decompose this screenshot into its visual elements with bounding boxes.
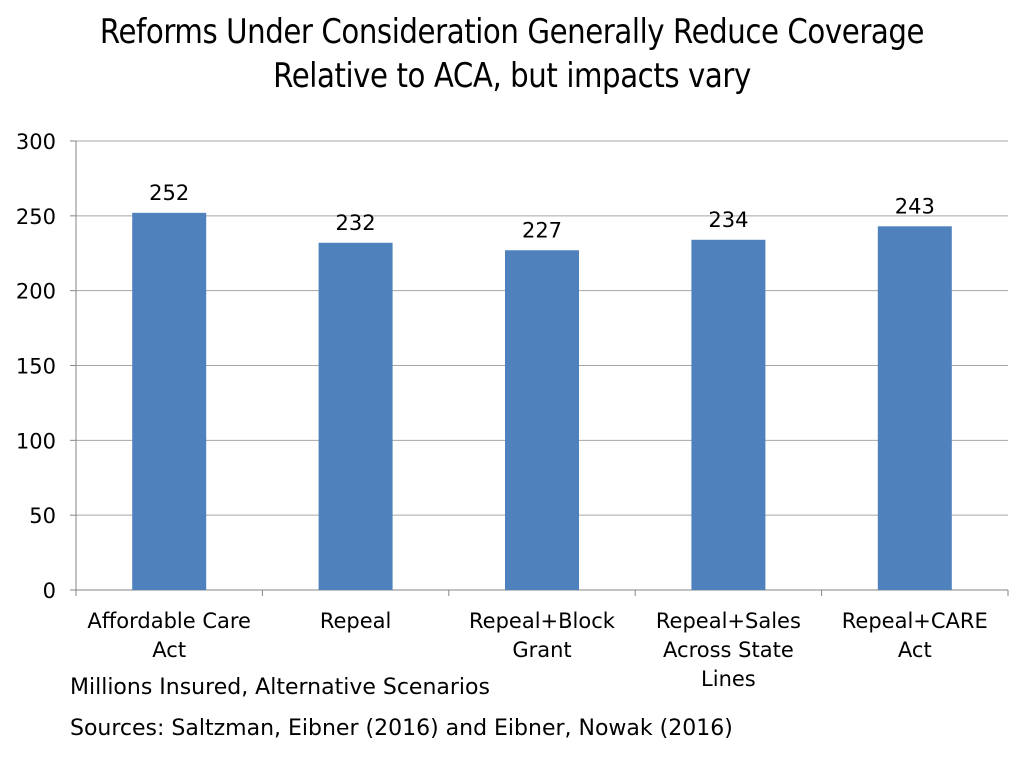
x-category-label: Repeal+CARE [842,609,988,633]
x-category-label: Repeal [320,609,392,633]
chart-title-line-2: Relative to ACA, but impacts vary [273,56,751,96]
data-label: 243 [895,194,935,218]
data-label: 227 [522,218,562,242]
bar [318,242,393,591]
y-tick-label: 150 [16,355,56,379]
y-tick-label: 100 [16,429,56,453]
x-category-label: Affordable Care [87,609,251,633]
data-label: 232 [336,211,376,235]
x-category-label: Across State [663,638,794,662]
sources-note: Sources: Saltzman, Eibner (2016) and Eib… [70,716,733,741]
x-category-label: Lines [701,667,756,691]
data-label: 234 [708,208,748,232]
bar [691,239,766,590]
chart-title-line-1: Reforms Under Consideration Generally Re… [99,12,925,52]
data-label: 252 [149,181,189,205]
x-category-label: Act [152,638,186,662]
x-category-label: Act [898,638,932,662]
chart-title: Reforms Under Consideration Generally Re… [72,10,953,98]
bar [505,250,579,591]
y-tick-label: 0 [43,579,56,603]
x-category-label: Repeal+Sales [656,609,801,633]
bar [877,226,952,590]
y-tick-label: 250 [16,205,56,229]
y-tick-label: 300 [16,130,56,154]
x-category-label: Grant [512,638,571,662]
y-tick-label: 200 [16,280,56,304]
units-note: Millions Insured, Alternative Scenarios [70,675,490,700]
bar-chart: 0 50 100 150 200 250 300 252 Affordable Care Act 2… [16,130,1009,691]
y-tick-label: 50 [29,504,56,528]
bar [132,212,207,590]
x-category-label: Repeal+Block [469,609,616,633]
